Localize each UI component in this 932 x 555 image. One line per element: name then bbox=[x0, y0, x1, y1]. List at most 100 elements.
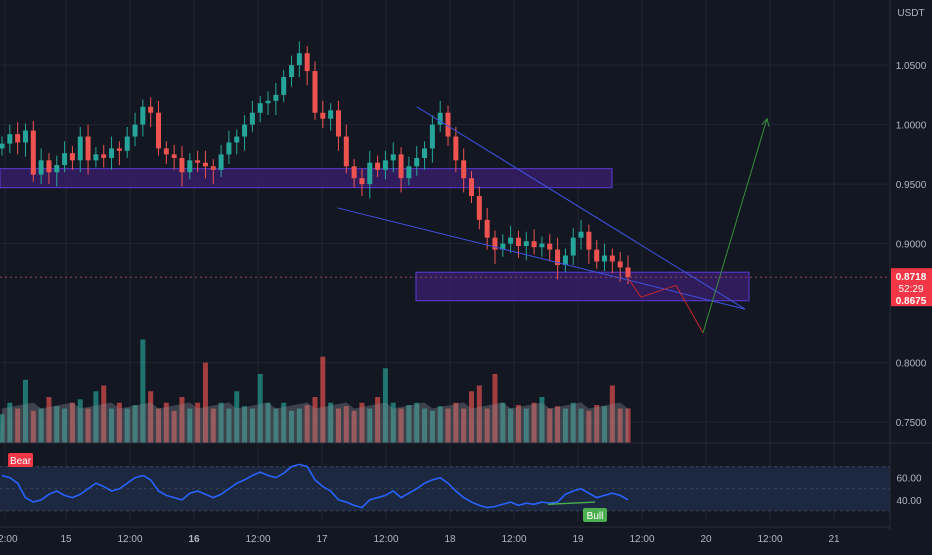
volume-bar bbox=[531, 402, 537, 443]
candle-body bbox=[171, 154, 177, 158]
volume-bar bbox=[492, 374, 498, 443]
candle-body bbox=[116, 148, 122, 151]
rsi-tick: 40.00 bbox=[896, 496, 921, 507]
volume-bar bbox=[85, 408, 91, 443]
candle-body bbox=[555, 249, 561, 266]
candle-body bbox=[257, 103, 263, 113]
candle-body bbox=[15, 134, 21, 143]
volume-bar bbox=[422, 408, 428, 443]
candle-body bbox=[140, 106, 146, 125]
volume-bar bbox=[602, 406, 608, 443]
support-zone bbox=[415, 271, 750, 302]
volume-bar bbox=[22, 379, 28, 443]
volume-bar bbox=[249, 408, 255, 443]
forecast-segment bbox=[675, 285, 704, 334]
time-tick: 12:00 bbox=[501, 534, 526, 545]
candle-body bbox=[547, 243, 553, 250]
volume-bar bbox=[296, 408, 302, 443]
time-tick: 15 bbox=[60, 534, 72, 545]
time-tick: 20 bbox=[700, 534, 712, 545]
candle-body bbox=[210, 166, 216, 170]
volume-bar bbox=[187, 408, 193, 443]
candle-body bbox=[132, 124, 138, 137]
forecast-segment bbox=[640, 284, 677, 298]
price-tick: 1.0500 bbox=[896, 61, 927, 72]
candle-body bbox=[101, 154, 107, 158]
time-tick: 12:00 bbox=[629, 534, 654, 545]
volume-bar bbox=[195, 402, 201, 443]
candle-body bbox=[226, 142, 232, 155]
volume-bar bbox=[328, 402, 334, 443]
volume-bar bbox=[609, 385, 615, 443]
candle-body bbox=[492, 237, 498, 250]
volume-bar bbox=[367, 408, 373, 443]
grid bbox=[0, 0, 890, 522]
volume-bar bbox=[93, 391, 99, 443]
candle-body bbox=[531, 241, 537, 248]
candle-body bbox=[156, 112, 161, 149]
candle-body bbox=[422, 148, 428, 158]
candle-body bbox=[218, 154, 224, 170]
candle-body bbox=[124, 136, 130, 151]
candle-body bbox=[202, 162, 208, 167]
current-price-label-bg bbox=[891, 268, 932, 307]
candle-body bbox=[265, 100, 271, 104]
candle-body bbox=[242, 124, 248, 137]
candle-body bbox=[273, 94, 279, 101]
time-tick: 12:00 bbox=[245, 534, 270, 545]
candle-body bbox=[398, 154, 404, 179]
candle-body bbox=[390, 154, 396, 161]
time-tick: 12:00 bbox=[757, 534, 782, 545]
candle-body bbox=[445, 112, 451, 137]
candle-body bbox=[320, 112, 326, 119]
wedge-lower-line bbox=[337, 207, 746, 310]
candle-body bbox=[617, 261, 623, 268]
volume-bar bbox=[156, 408, 161, 443]
volume-bar bbox=[359, 402, 365, 443]
candle-body bbox=[625, 267, 631, 277]
volume-bar bbox=[202, 362, 208, 443]
volume-bar bbox=[586, 410, 592, 443]
bear-label-bg bbox=[8, 453, 33, 467]
candle-body bbox=[594, 249, 600, 262]
candle-body bbox=[484, 219, 490, 238]
candle-body bbox=[93, 154, 99, 161]
candle-body bbox=[249, 112, 255, 125]
volume-bar bbox=[375, 397, 381, 443]
volume-bar bbox=[54, 406, 60, 443]
candle-body bbox=[30, 130, 36, 175]
candle-body bbox=[429, 124, 435, 149]
candle-body bbox=[77, 136, 83, 161]
candle-body bbox=[62, 153, 68, 166]
candle-body bbox=[179, 157, 185, 173]
volume-bar bbox=[234, 391, 240, 443]
candle-body bbox=[578, 231, 584, 238]
time-tick: 21 bbox=[828, 534, 840, 545]
forecast-arrow-head bbox=[761, 117, 770, 127]
volume-bar bbox=[382, 368, 388, 443]
volume-bar bbox=[38, 408, 44, 443]
volume-bar bbox=[101, 385, 107, 443]
volume-bar bbox=[116, 402, 122, 443]
volume-bar bbox=[414, 402, 420, 443]
volume-bar bbox=[163, 402, 169, 443]
time-tick: 12:00 bbox=[373, 534, 398, 545]
time-tick: 19 bbox=[572, 534, 584, 545]
time-tick: 12:00 bbox=[0, 534, 18, 545]
time-tick: 16 bbox=[188, 534, 200, 545]
currency-label: USDT bbox=[897, 8, 924, 19]
volume-bar bbox=[132, 405, 138, 443]
candle-body bbox=[382, 160, 388, 170]
volume-bar bbox=[148, 391, 154, 443]
volume-bar bbox=[398, 408, 404, 443]
volume-bar bbox=[257, 374, 263, 443]
candle-body bbox=[539, 243, 545, 248]
candle-body bbox=[602, 255, 608, 262]
volume-bar bbox=[218, 402, 224, 443]
volume-bar bbox=[539, 397, 545, 443]
volume-bar bbox=[562, 408, 568, 443]
volume-bar bbox=[625, 408, 631, 443]
candle-body bbox=[586, 231, 592, 250]
